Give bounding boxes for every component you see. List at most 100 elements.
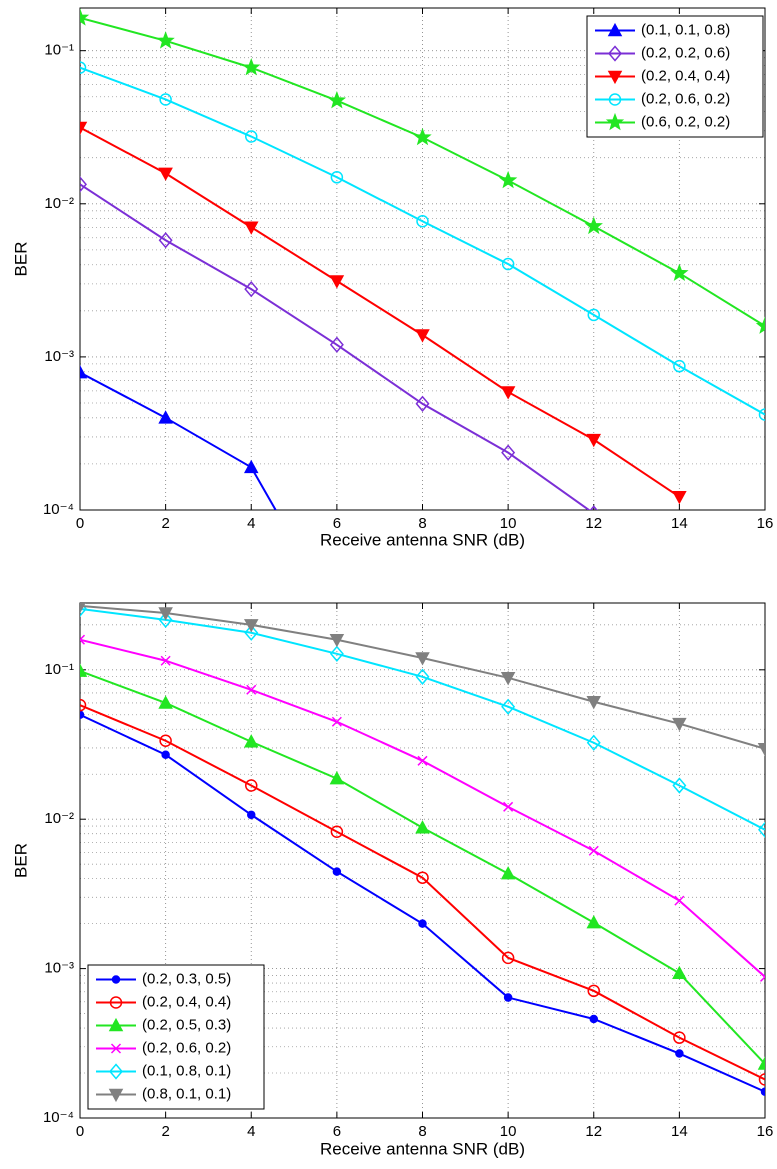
legend-label: (0.8, 0.1, 0.1) [142, 1085, 231, 1102]
marker [80, 365, 88, 379]
marker [158, 611, 173, 628]
marker [674, 895, 685, 906]
marker [500, 386, 516, 400]
marker [331, 716, 342, 727]
y-tick-label: 10⁻² [44, 195, 74, 212]
legend: (0.1, 0.1, 0.8) (0.2, 0.2, 0.6) (0.2, 0.4,… [586, 15, 764, 138]
legend-label: (0.6, 0.2, 0.2) [641, 113, 730, 130]
x-tick-label: 4 [247, 1123, 255, 1140]
x-tick-label: 16 [757, 1123, 774, 1140]
marker [416, 871, 429, 884]
y-tick-label: 10⁻¹ [44, 42, 74, 59]
x-tick-label: 14 [671, 1123, 688, 1140]
marker [415, 395, 430, 412]
marker [758, 821, 765, 838]
x-tick-label: 2 [161, 515, 169, 532]
legend-marker [109, 996, 123, 1009]
legend-label: (0.2, 0.6, 0.2) [641, 90, 730, 107]
series-line [80, 607, 765, 831]
legend-marker [111, 975, 121, 984]
legend-marker [608, 45, 622, 62]
marker [673, 1031, 686, 1044]
marker [332, 867, 342, 876]
legend-label: (0.2, 0.2, 0.6) [641, 44, 730, 61]
marker [80, 698, 87, 712]
marker [589, 1014, 598, 1024]
marker [415, 668, 430, 685]
marker [329, 633, 345, 648]
marker [329, 336, 344, 353]
marker [586, 696, 602, 710]
marker [158, 695, 173, 709]
legend-marker [108, 1017, 124, 1032]
marker [760, 1087, 765, 1096]
marker [501, 444, 516, 461]
marker [329, 771, 345, 785]
marker [500, 672, 516, 686]
y-tick-label: 10⁻¹ [44, 661, 74, 678]
marker [156, 31, 175, 49]
marker [329, 275, 345, 289]
marker [584, 216, 603, 235]
marker [80, 634, 86, 645]
legend-marker [109, 1063, 123, 1080]
legend: (0.2, 0.3, 0.5) (0.2, 0.4, 0.4) (0.2, 0.5,… [87, 964, 265, 1110]
marker [243, 459, 259, 474]
marker [243, 619, 259, 633]
marker [673, 359, 686, 373]
marker [755, 316, 765, 334]
marker [80, 8, 90, 26]
legend-marker [607, 22, 623, 37]
legend-marker [110, 1043, 122, 1054]
marker [498, 170, 518, 189]
marker [415, 652, 430, 666]
marker [330, 171, 344, 184]
marker [80, 121, 88, 136]
marker [159, 734, 172, 748]
series-line [80, 704, 765, 1081]
marker [80, 603, 86, 614]
marker [500, 866, 516, 880]
marker [587, 308, 600, 322]
legend-marker [108, 1088, 124, 1103]
marker [758, 1073, 765, 1086]
marker [672, 965, 687, 980]
legend-label: (0.2, 0.4, 0.4) [641, 67, 730, 84]
marker [672, 717, 687, 732]
x-tick-label: 12 [585, 515, 602, 532]
legend-marker [608, 93, 622, 106]
marker [587, 984, 600, 998]
marker [672, 491, 687, 505]
marker [80, 176, 87, 193]
series-line [80, 126, 680, 498]
marker [672, 777, 687, 794]
marker [243, 221, 259, 235]
marker [588, 845, 599, 856]
y-axis-label: BER [11, 242, 30, 277]
x-tick-label: 4 [247, 515, 255, 532]
marker [160, 655, 171, 666]
x-axis-label: Receive antenna SNR (dB) [320, 530, 525, 549]
legend-label: (0.2, 0.6, 0.2) [142, 1039, 231, 1056]
marker [330, 825, 344, 839]
marker [503, 993, 513, 1002]
marker [245, 130, 258, 143]
legend-label: (0.1, 0.1, 0.8) [641, 21, 730, 38]
marker [501, 257, 515, 271]
legend-marker [605, 112, 625, 131]
marker [247, 810, 256, 820]
marker [501, 698, 516, 715]
marker [246, 684, 257, 695]
series-line [80, 371, 277, 510]
plot-data [80, 603, 765, 1096]
marker [757, 1056, 765, 1070]
x-tick-label: 0 [76, 1123, 84, 1140]
y-tick-label: 10⁻² [44, 810, 74, 827]
marker [158, 167, 173, 181]
y-tick-label: 10⁻⁴ [43, 501, 74, 518]
marker [245, 779, 258, 792]
x-tick-label: 16 [757, 515, 774, 532]
y-tick-label: 10⁻³ [44, 960, 74, 977]
